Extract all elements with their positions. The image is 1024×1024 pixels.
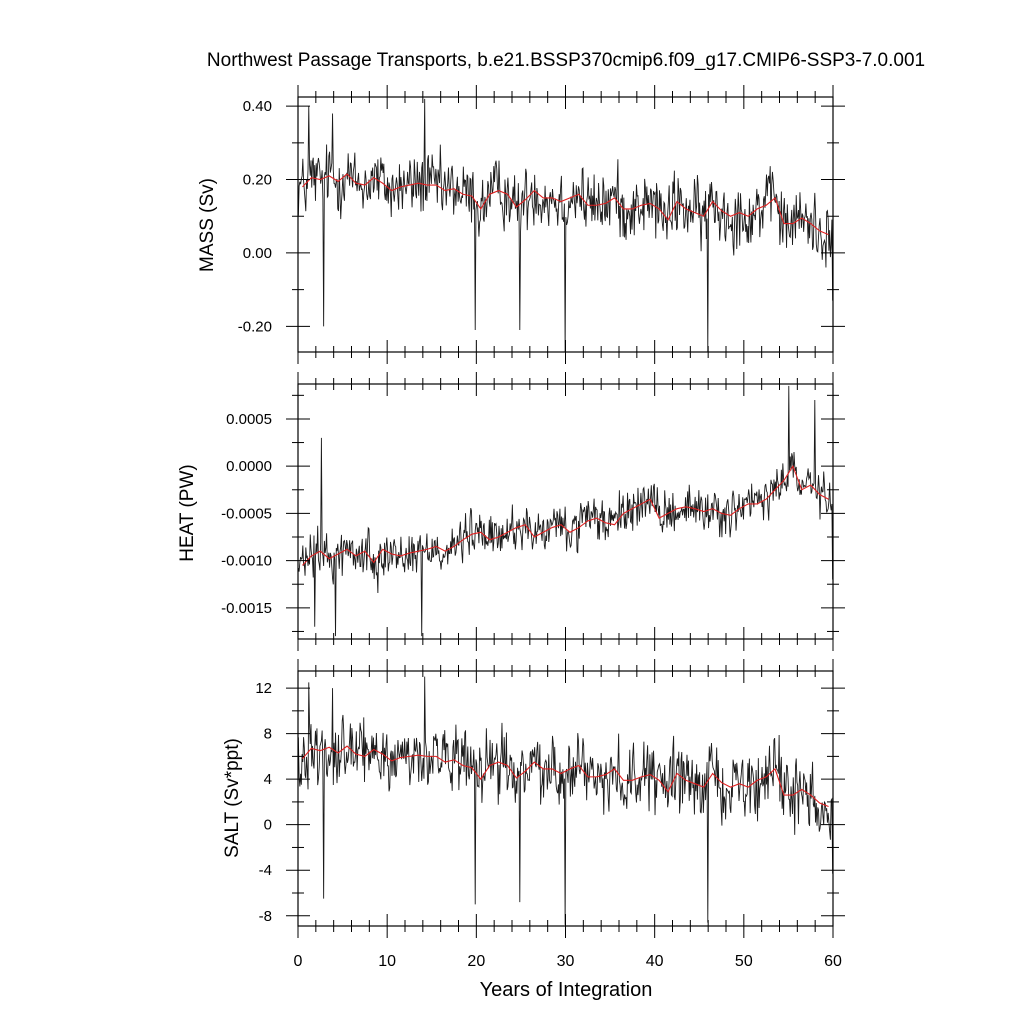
heat-ytick-label: 0.0000 bbox=[226, 458, 272, 475]
x-tick-label: 10 bbox=[378, 953, 396, 970]
x-tick-label: 60 bbox=[824, 953, 842, 970]
salt-ytick-label: -8 bbox=[259, 908, 272, 925]
mass-annual-mean-line bbox=[302, 173, 829, 236]
x-tick-label: 30 bbox=[557, 953, 575, 970]
salt-monthly-line bbox=[298, 676, 833, 925]
panel-salt: 12 8 4 0 -4 -8 bbox=[255, 659, 845, 938]
heat-monthly-line bbox=[298, 385, 833, 637]
heat-ytick-label: -0.0010 bbox=[221, 553, 272, 570]
salt-ytick-label: 4 bbox=[264, 771, 272, 788]
x-tick-label: 20 bbox=[467, 953, 485, 970]
heat-ylabel: HEAT (PW) bbox=[177, 464, 198, 561]
mass-ylabel: MASS (Sv) bbox=[197, 178, 218, 272]
chart-title: Northwest Passage Transports, b.e21.BSSP… bbox=[207, 50, 925, 71]
heat-ytick-label: 0.0005 bbox=[226, 411, 272, 428]
mass-ytick-label: 0.20 bbox=[243, 172, 272, 189]
salt-ytick-label: 12 bbox=[255, 680, 272, 697]
x-tick-label: 40 bbox=[646, 953, 664, 970]
salt-ytick-label: -4 bbox=[259, 862, 272, 879]
salt-annual-mean-line bbox=[302, 745, 829, 807]
panel-mass: 0.40 0.20 0.00 -0.20 bbox=[238, 85, 845, 364]
mass-ytick-label: 0.40 bbox=[243, 98, 272, 115]
x-tick-labels: 0 10 20 30 40 50 60 bbox=[294, 953, 842, 970]
mass-ytick-label: -0.20 bbox=[238, 318, 272, 335]
x-tick-label: 50 bbox=[735, 953, 753, 970]
heat-ytick-label: -0.0015 bbox=[221, 600, 272, 617]
panel-heat: 0.0005 0.0000 -0.0005 -0.0010 -0.0015 bbox=[221, 372, 845, 651]
x-tick-label: 0 bbox=[294, 953, 303, 970]
mass-ytick-label: 0.00 bbox=[243, 245, 272, 262]
heat-ytick-label: -0.0005 bbox=[221, 505, 272, 522]
salt-ytick-label: 8 bbox=[264, 726, 272, 743]
heat-annual-mean-line bbox=[302, 464, 829, 566]
x-axis-label: Years of Integration bbox=[480, 979, 653, 1001]
salt-ytick-label: 0 bbox=[264, 817, 272, 834]
mass-monthly-line bbox=[298, 98, 833, 352]
salt-ylabel: SALT (Sv*ppt) bbox=[222, 738, 243, 858]
